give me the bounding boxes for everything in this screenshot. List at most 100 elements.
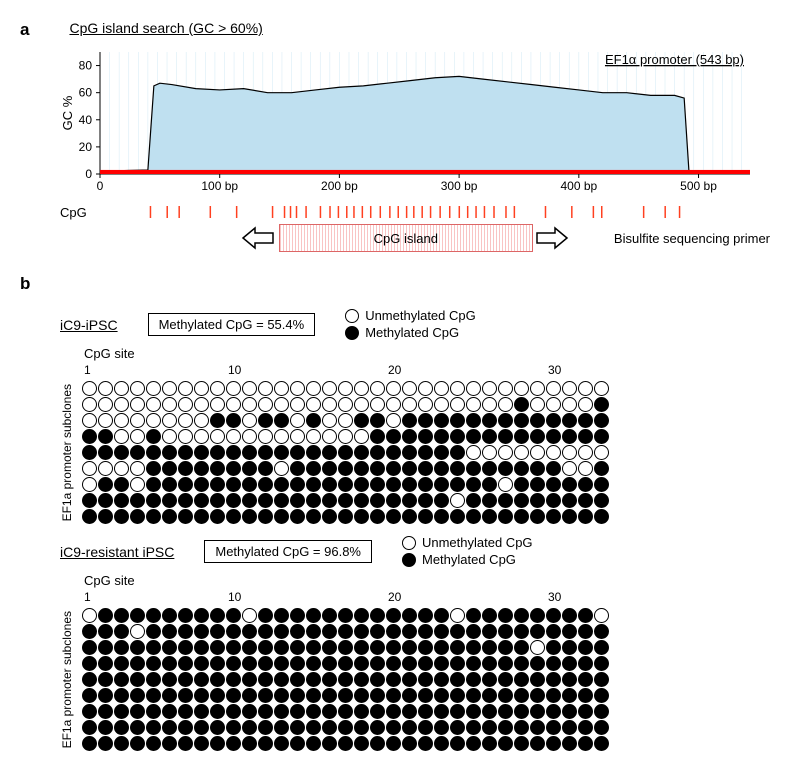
cpg-cell bbox=[418, 672, 433, 687]
matrix-row bbox=[82, 640, 609, 655]
cpg-cell bbox=[114, 397, 129, 412]
cpg-cell bbox=[578, 624, 593, 639]
cpg-cell bbox=[194, 509, 209, 524]
legend: Unmethylated CpG Methylated CpG bbox=[402, 535, 533, 569]
cpg-cell bbox=[514, 640, 529, 655]
cpg-cell bbox=[226, 381, 241, 396]
cpg-cell bbox=[242, 656, 257, 671]
cpg-cell bbox=[258, 445, 273, 460]
cpg-cell bbox=[130, 461, 145, 476]
cpg-cell bbox=[386, 736, 401, 751]
cpg-cell bbox=[306, 509, 321, 524]
cpg-cell bbox=[178, 509, 193, 524]
cpg-cell bbox=[322, 493, 337, 508]
cpg-cell bbox=[386, 413, 401, 428]
cpg-cell bbox=[546, 720, 561, 735]
cpg-cell bbox=[482, 736, 497, 751]
cpg-cell bbox=[82, 413, 97, 428]
cpg-cell bbox=[226, 672, 241, 687]
cpg-cell bbox=[594, 720, 609, 735]
cpg-cell bbox=[562, 509, 577, 524]
cpg-cell bbox=[466, 688, 481, 703]
cpg-cell bbox=[322, 445, 337, 460]
matrix-row bbox=[82, 720, 609, 735]
cpg-cell bbox=[114, 656, 129, 671]
cpg-cell bbox=[274, 704, 289, 719]
cpg-cell bbox=[258, 720, 273, 735]
cpg-cell bbox=[482, 509, 497, 524]
matrix-row bbox=[82, 413, 609, 428]
cpg-cell bbox=[210, 704, 225, 719]
cpg-cell bbox=[226, 397, 241, 412]
cpg-cell bbox=[114, 720, 129, 735]
cpg-cell bbox=[482, 397, 497, 412]
cpg-cell bbox=[210, 509, 225, 524]
cpg-cell bbox=[98, 493, 113, 508]
cpg-cell bbox=[258, 461, 273, 476]
matrix-row bbox=[82, 445, 609, 460]
cpg-cell bbox=[306, 397, 321, 412]
cpg-cell bbox=[514, 461, 529, 476]
cpg-cell bbox=[386, 381, 401, 396]
cpg-cell bbox=[482, 688, 497, 703]
cpg-cell bbox=[290, 477, 305, 492]
cpg-cell bbox=[370, 445, 385, 460]
cpg-cell bbox=[82, 624, 97, 639]
cpg-cell bbox=[258, 624, 273, 639]
arrow-right-icon bbox=[535, 224, 569, 252]
svg-text:60: 60 bbox=[79, 86, 93, 100]
subpanel-title: iC9-resistant iPSC bbox=[60, 544, 174, 560]
cpg-cell bbox=[274, 413, 289, 428]
cpg-cell bbox=[530, 736, 545, 751]
matrix-row bbox=[82, 461, 609, 476]
matrix-row bbox=[82, 672, 609, 687]
cpg-cell bbox=[546, 445, 561, 460]
gc-chart: 020406080GC %0100 bp200 bp300 bp400 bp50… bbox=[60, 44, 760, 204]
cpg-cell bbox=[162, 493, 177, 508]
cpg-cell bbox=[466, 656, 481, 671]
cpg-cell bbox=[418, 720, 433, 735]
cpg-cell bbox=[130, 704, 145, 719]
cpg-cell bbox=[434, 381, 449, 396]
cpg-cell bbox=[274, 445, 289, 460]
cpg-cell bbox=[530, 656, 545, 671]
matrix-row bbox=[82, 704, 609, 719]
cpg-cell bbox=[578, 672, 593, 687]
cpg-cell bbox=[98, 461, 113, 476]
cpg-cell bbox=[402, 445, 417, 460]
cpg-cell bbox=[178, 493, 193, 508]
cpg-cell bbox=[82, 736, 97, 751]
cpg-cell bbox=[178, 381, 193, 396]
cpg-cell bbox=[498, 704, 513, 719]
cpg-cell bbox=[226, 640, 241, 655]
arrow-left-icon bbox=[241, 224, 275, 252]
cpg-cell bbox=[194, 413, 209, 428]
cpg-cell bbox=[82, 656, 97, 671]
cpg-cell bbox=[450, 381, 465, 396]
cpg-cell bbox=[146, 429, 161, 444]
cpg-cell bbox=[98, 381, 113, 396]
cpg-cell bbox=[386, 429, 401, 444]
cpg-cell bbox=[562, 720, 577, 735]
cpg-cell bbox=[114, 608, 129, 623]
cpg-cell bbox=[482, 640, 497, 655]
cpg-cell bbox=[322, 477, 337, 492]
cpg-cell bbox=[370, 477, 385, 492]
cpg-cell bbox=[194, 688, 209, 703]
cpg-cell bbox=[306, 736, 321, 751]
cpg-cell bbox=[258, 608, 273, 623]
cpg-cell bbox=[290, 736, 305, 751]
cpg-cell bbox=[322, 624, 337, 639]
cpg-cell bbox=[482, 493, 497, 508]
cpg-cell bbox=[370, 704, 385, 719]
cpg-cell bbox=[114, 688, 129, 703]
cpg-cell bbox=[130, 656, 145, 671]
cpg-cell bbox=[562, 381, 577, 396]
methylation-matrix bbox=[82, 608, 609, 752]
cpg-cell bbox=[274, 656, 289, 671]
cpg-cell bbox=[354, 720, 369, 735]
cpg-cell bbox=[258, 656, 273, 671]
cpg-cell bbox=[530, 493, 545, 508]
cpg-cell bbox=[514, 509, 529, 524]
matrix-row bbox=[82, 397, 609, 412]
